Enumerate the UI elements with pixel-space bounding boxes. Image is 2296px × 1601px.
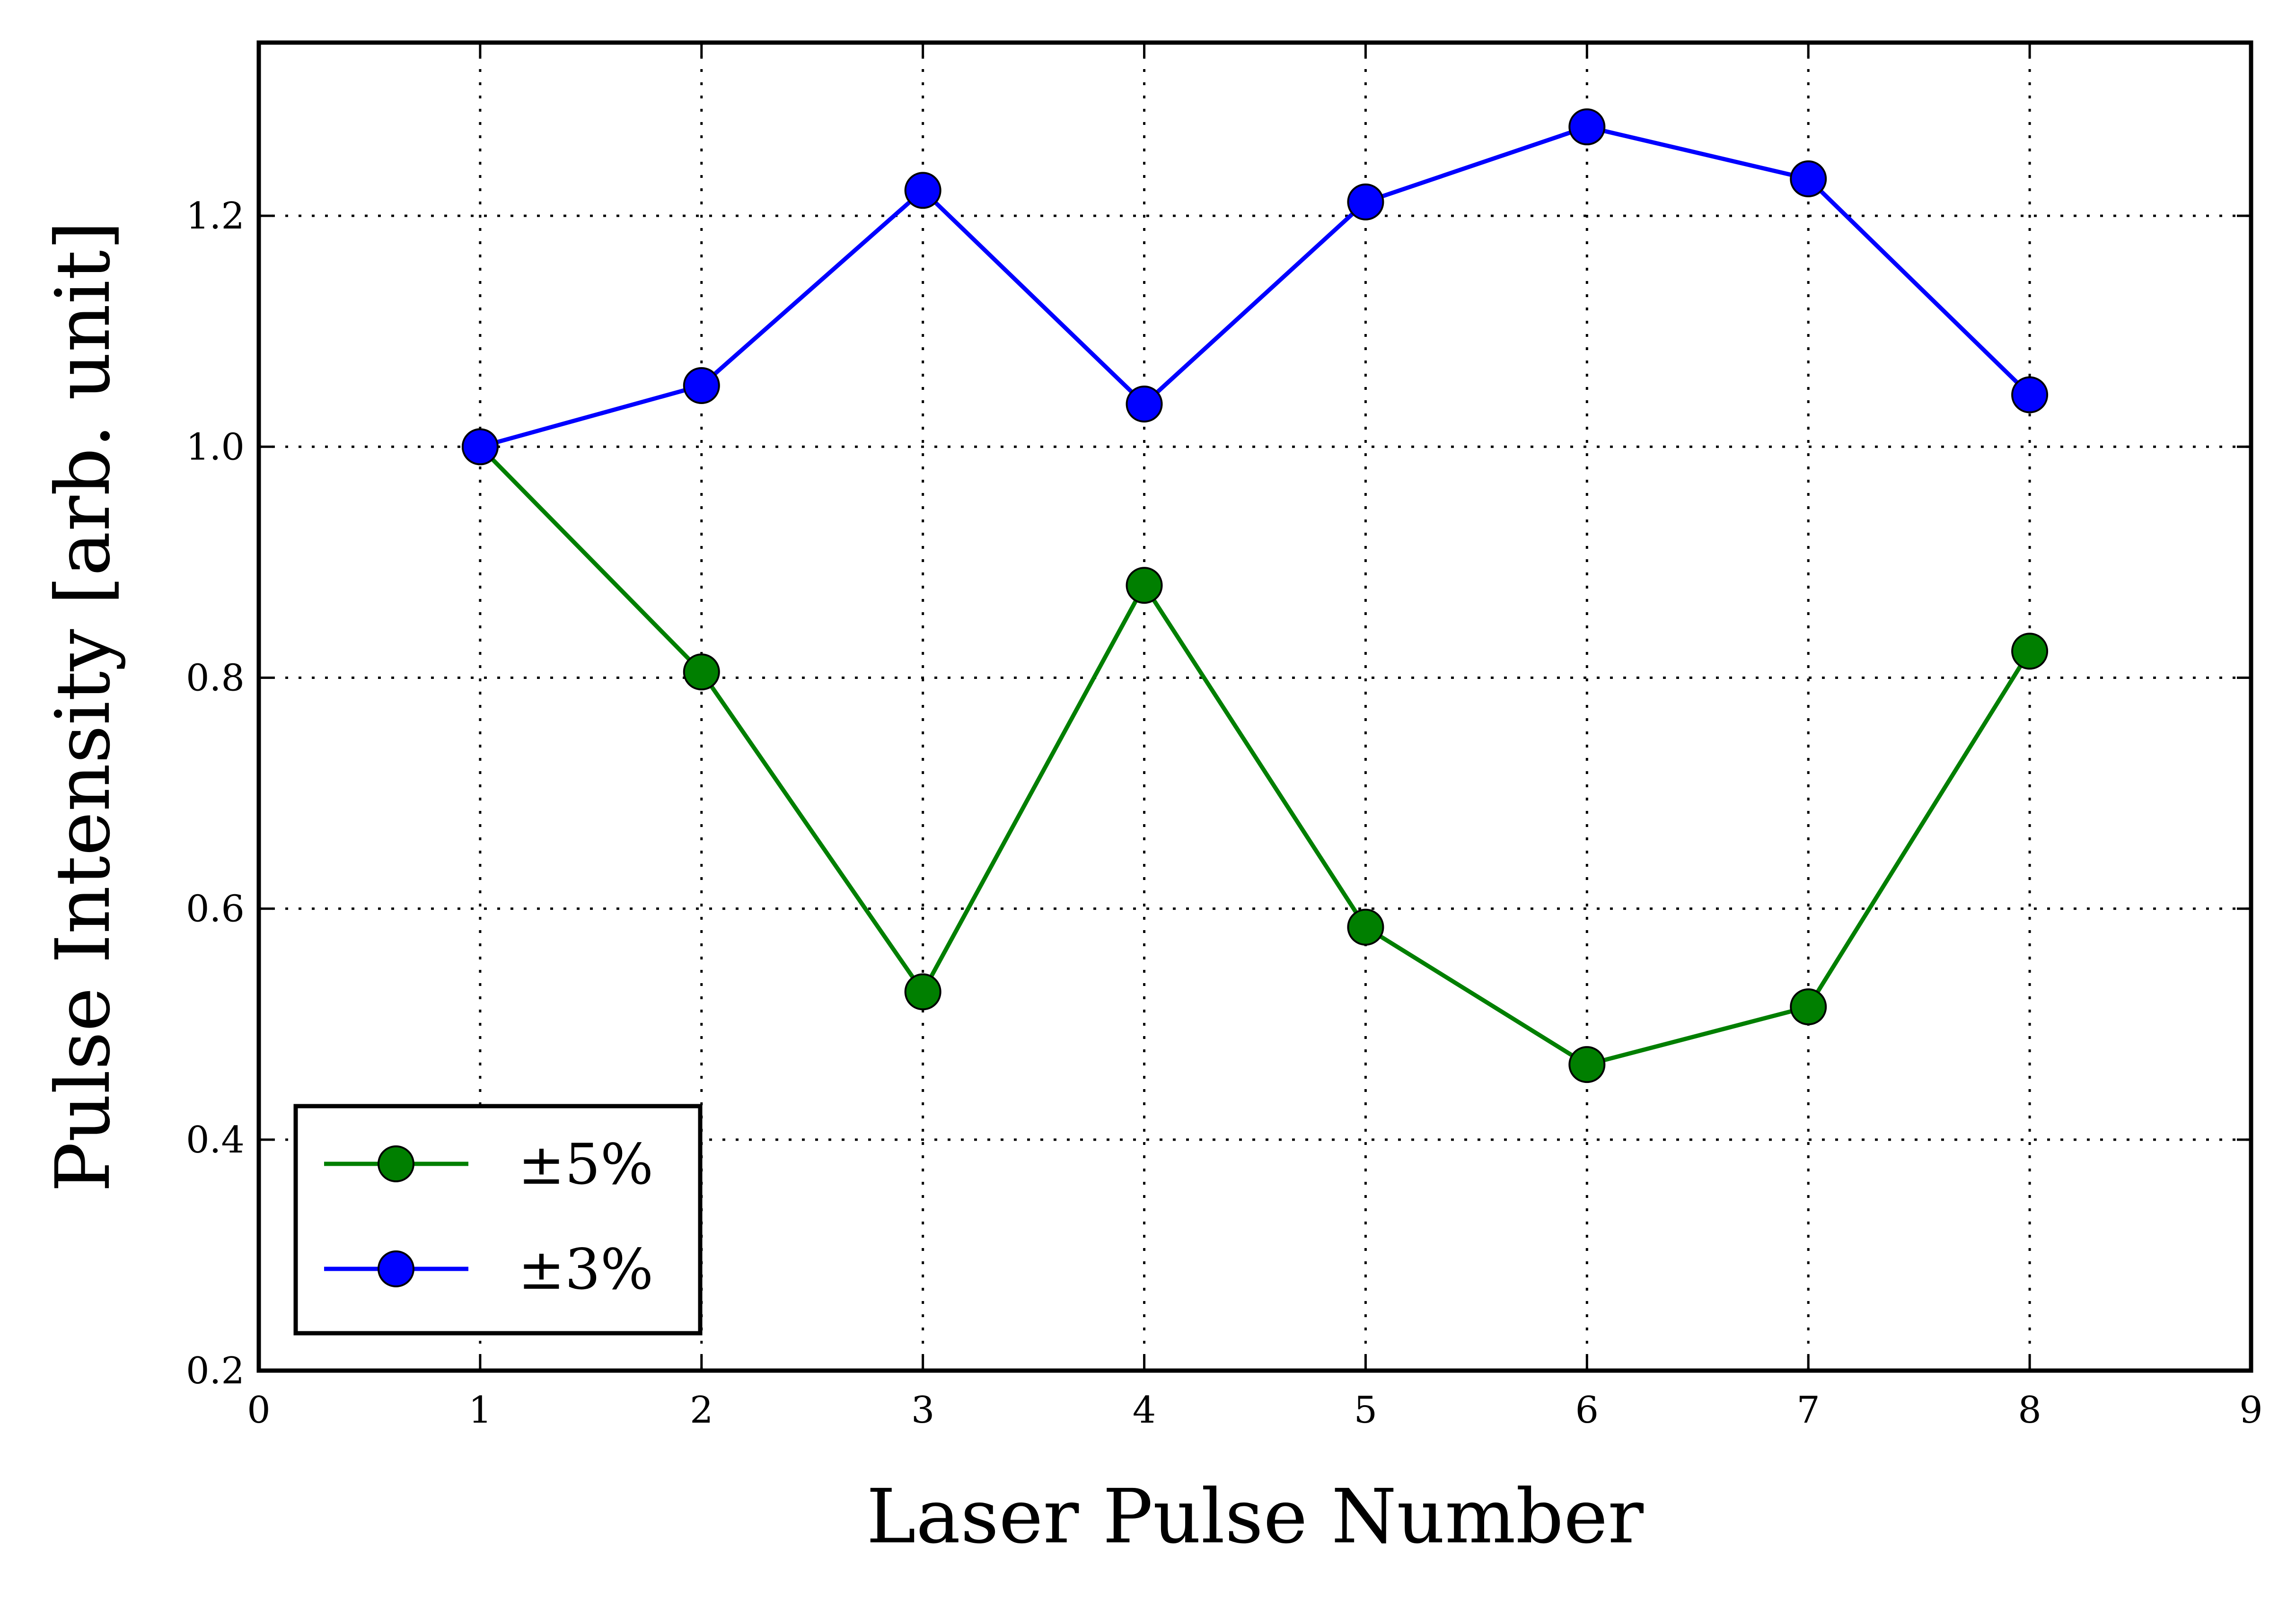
data-point xyxy=(1126,567,1163,604)
x-tick-label: 0 xyxy=(247,1389,271,1432)
x-tick-label: 7 xyxy=(1796,1389,1820,1432)
y-tick-label: 0.6 xyxy=(186,888,245,931)
data-point xyxy=(1347,183,1384,220)
x-tick-label: 5 xyxy=(1354,1389,1378,1432)
series-line xyxy=(479,124,2032,449)
y-tick-label: 0.4 xyxy=(186,1119,245,1161)
data-point xyxy=(1347,908,1384,946)
series-2 xyxy=(461,108,2049,466)
y-tick-label: 1.0 xyxy=(186,426,245,468)
legend-entry: ±5% xyxy=(324,1132,653,1197)
x-tick-label: 4 xyxy=(1133,1389,1156,1432)
x-tick-label: 3 xyxy=(911,1389,935,1432)
data-point xyxy=(1790,988,1827,1026)
series-1 xyxy=(461,428,2049,1083)
legend-marker xyxy=(378,1250,414,1287)
x-tick-label: 9 xyxy=(2239,1389,2263,1432)
grid xyxy=(259,43,2251,1371)
data-point xyxy=(904,172,941,209)
data-point xyxy=(683,367,720,404)
x-tick-label: 8 xyxy=(2018,1389,2041,1432)
y-tick-label: 0.2 xyxy=(186,1350,245,1392)
data-point xyxy=(2011,633,2049,670)
x-tick-label: 2 xyxy=(690,1389,713,1432)
data-point xyxy=(904,973,941,1011)
legend: ±5% ±3% xyxy=(293,1104,703,1336)
data-point xyxy=(1568,1046,1606,1083)
legend-label: ±5% xyxy=(518,1132,653,1197)
series-line xyxy=(478,445,2032,1067)
legend-box xyxy=(293,1104,703,1336)
x-axis-title: Laser Pulse Number xyxy=(866,1473,1644,1560)
legend-label: ±3% xyxy=(518,1237,653,1302)
legend-entry: ±3% xyxy=(324,1237,653,1302)
data-point xyxy=(1568,108,1606,146)
data-point xyxy=(1790,160,1827,198)
y-tick-label: 0.8 xyxy=(186,657,245,699)
y-axis-title: Pulse Intensity [arb. unit] xyxy=(40,221,127,1192)
data-series xyxy=(461,108,2049,1083)
data-point xyxy=(2011,376,2049,413)
legend-entries: ±5% ±3% xyxy=(324,1132,653,1302)
axis-ticks: 0 1 2 3 4 5 6 7 8 9 0.2 0.4 0.6 0.8 1.0 1.2 xyxy=(186,43,2263,1432)
x-tick-label: 6 xyxy=(1575,1389,1599,1432)
data-point xyxy=(1126,385,1163,422)
legend-marker xyxy=(378,1145,414,1182)
y-tick-label: 1.2 xyxy=(186,195,245,238)
x-tick-label: 1 xyxy=(468,1389,492,1432)
data-point xyxy=(683,653,720,691)
data-point xyxy=(461,428,499,466)
plot-frame xyxy=(256,40,2253,1373)
